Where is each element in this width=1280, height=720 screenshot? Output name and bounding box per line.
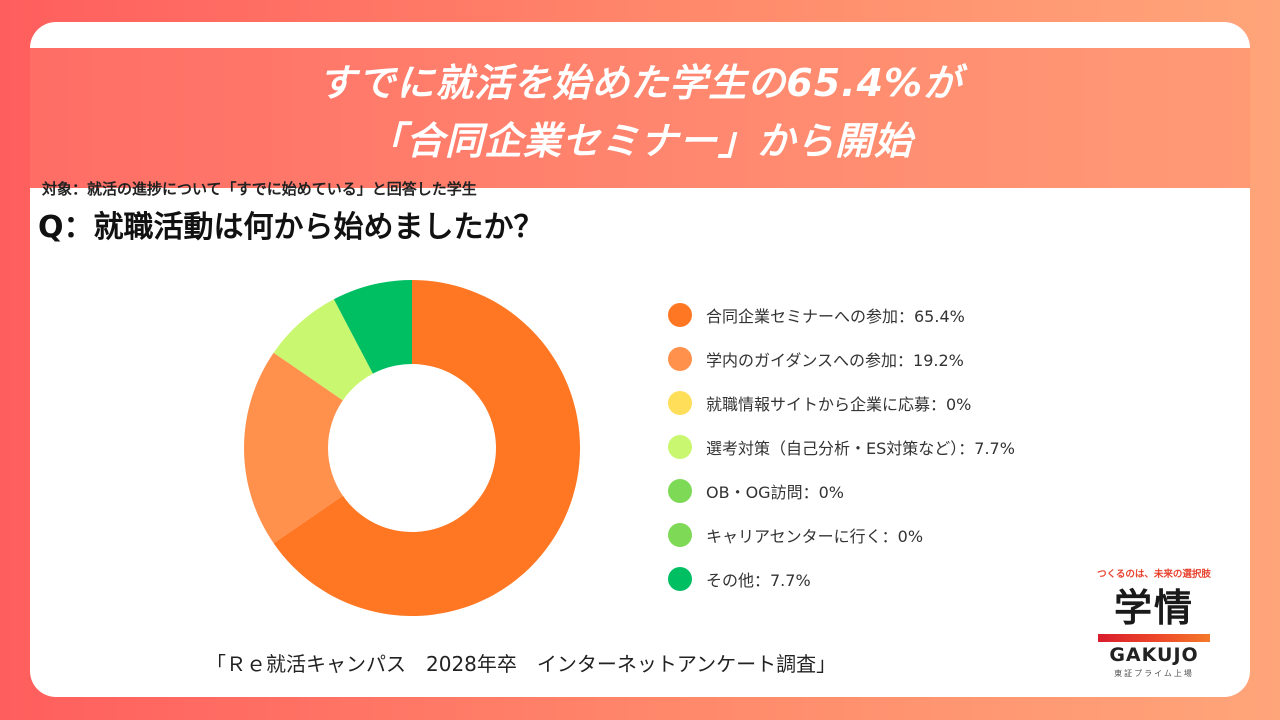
legend-swatch: [668, 435, 692, 459]
donut-chart: [244, 280, 580, 616]
legend-item: OB・OG訪問：0%: [668, 469, 1015, 513]
legend-label: OB・OG訪問：0%: [706, 483, 844, 502]
survey-question: Q：就職活動は何から始めましたか？: [38, 210, 544, 245]
legend-item: 選考対策（自己分析・ES対策など）：7.7%: [668, 425, 1015, 469]
legend-swatch: [668, 391, 692, 415]
legend-swatch: [668, 479, 692, 503]
legend-label: その他：7.7%: [706, 571, 811, 590]
legend-swatch: [668, 303, 692, 327]
headline-banner: すでに就活を始めた学生の65.4%が 「合同企業セミナー」から開始: [30, 48, 1250, 188]
legend-label: 合同企業セミナーへの参加：65.4%: [706, 307, 965, 326]
legend-swatch: [668, 567, 692, 591]
legend-item: キャリアセンターに行く：0%: [668, 513, 1015, 557]
legend-item: その他：7.7%: [668, 557, 1015, 601]
logo-bar: [1098, 634, 1210, 642]
headline-line-1: すでに就活を始めた学生の65.4%が: [317, 61, 963, 105]
logo-mark: 学情: [1113, 586, 1194, 630]
survey-source: 「Ｒｅ就活キャンパス 2028年卒 インターネットアンケート調査」: [206, 652, 837, 676]
legend-label: 選考対策（自己分析・ES対策など）：7.7%: [706, 439, 1015, 458]
legend-item: 就職情報サイトから企業に応募：0%: [668, 381, 1015, 425]
legend-label: 就職情報サイトから企業に応募：0%: [706, 395, 972, 414]
donut-slice-4: [273, 299, 373, 401]
survey-subject: 対象：就活の進捗について「すでに始めている」と回答した学生: [42, 180, 477, 198]
legend-label: 学内のガイダンスへの参加：19.2%: [706, 351, 964, 370]
logo-listing: 東証プライム上場: [1114, 669, 1194, 678]
legend-swatch: [668, 347, 692, 371]
donut-slice-2: [244, 352, 343, 544]
infographic-card: すでに就活を始めた学生の65.4%が 「合同企業セミナー」から開始 対象：就活の…: [30, 22, 1250, 697]
logo-name: GAKUJO: [1109, 644, 1199, 666]
legend-item: 合同企業セミナーへの参加：65.4%: [668, 293, 1015, 337]
chart-legend: 合同企業セミナーへの参加：65.4% 学内のガイダンスへの参加：19.2% 就職情報…: [668, 293, 1015, 601]
donut-slice-1: [273, 280, 580, 616]
logo-tagline: つくるのは、未来の選択肢: [1097, 569, 1211, 580]
legend-item: 学内のガイダンスへの参加：19.2%: [668, 337, 1015, 381]
donut-slice-7: [333, 280, 412, 374]
gakujo-logo: つくるのは、未来の選択肢 学情 GAKUJO 東証プライム上場: [1086, 566, 1222, 679]
headline-line-2: 「合同企業セミナー」から開始: [366, 119, 913, 163]
legend-label: キャリアセンターに行く：0%: [706, 527, 924, 546]
legend-swatch: [668, 523, 692, 547]
